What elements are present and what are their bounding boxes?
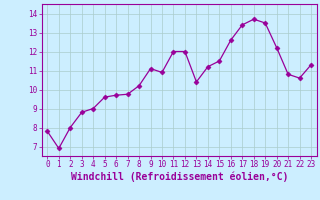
X-axis label: Windchill (Refroidissement éolien,°C): Windchill (Refroidissement éolien,°C) [70,172,288,182]
